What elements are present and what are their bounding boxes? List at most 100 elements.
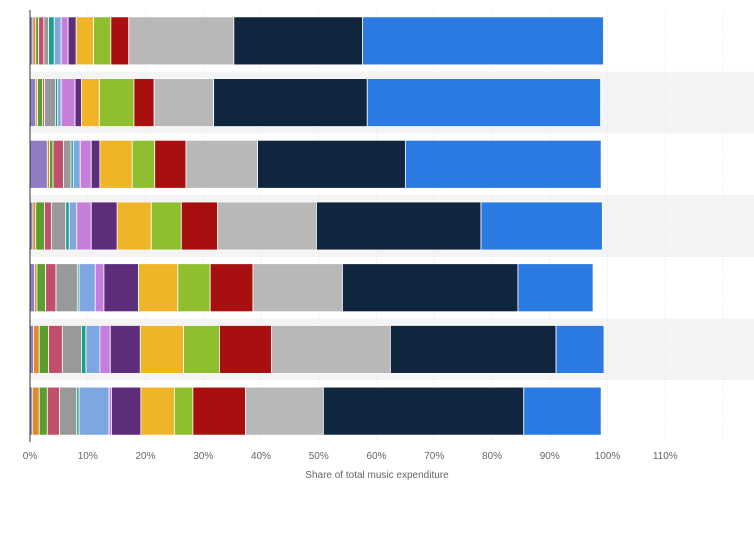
bar-segment[interactable]: [257, 139, 406, 189]
bar-segment[interactable]: [60, 16, 69, 66]
bar-segment[interactable]: [48, 325, 63, 374]
bar-segment[interactable]: [74, 78, 82, 127]
bar-segment[interactable]: [139, 325, 185, 374]
bar-segment[interactable]: [45, 263, 57, 313]
bar-segment[interactable]: [366, 78, 601, 127]
bar-segment[interactable]: [131, 139, 156, 189]
bar-segment[interactable]: [150, 201, 182, 251]
bar-segment[interactable]: [316, 201, 482, 251]
bar-segment[interactable]: [29, 263, 36, 313]
bar-segment[interactable]: [109, 325, 141, 374]
bar-segment[interactable]: [233, 16, 364, 66]
bar-segment[interactable]: [49, 139, 54, 189]
bar-segment[interactable]: [177, 263, 211, 313]
bar-segment[interactable]: [59, 386, 78, 436]
bar-segment[interactable]: [404, 139, 602, 189]
bar-segment[interactable]: [29, 78, 37, 127]
bar-segment[interactable]: [80, 325, 87, 374]
bar-segment[interactable]: [133, 78, 155, 127]
bar-segment[interactable]: [219, 325, 272, 374]
bar-segment[interactable]: [38, 325, 49, 374]
bar-segment[interactable]: [31, 386, 40, 436]
bar-segment[interactable]: [32, 201, 37, 251]
bar-segment[interactable]: [90, 201, 118, 251]
bar-segment[interactable]: [85, 325, 101, 374]
bar-segment[interactable]: [209, 263, 254, 313]
bar-segment[interactable]: [389, 325, 557, 374]
bar-segment[interactable]: [154, 139, 187, 189]
bar-segment[interactable]: [63, 139, 72, 189]
bar-segment[interactable]: [140, 386, 175, 436]
bar-segment[interactable]: [185, 139, 258, 189]
bar-segment[interactable]: [173, 386, 194, 436]
bar-segment[interactable]: [103, 263, 139, 313]
bar-segment[interactable]: [111, 386, 142, 436]
bar-segment[interactable]: [43, 16, 49, 66]
bar-segment[interactable]: [29, 139, 48, 189]
bar-segment[interactable]: [68, 201, 78, 251]
bar-segment[interactable]: [153, 78, 215, 127]
x-tick-label: 100%: [595, 451, 621, 462]
bar-segment[interactable]: [57, 78, 62, 127]
bar-segment[interactable]: [38, 386, 48, 436]
bar-segment[interactable]: [76, 201, 92, 251]
bar-segment[interactable]: [75, 16, 94, 66]
bar-segment[interactable]: [60, 78, 76, 127]
bar-segment[interactable]: [90, 139, 101, 189]
bar-segment[interactable]: [37, 78, 44, 127]
x-tick-label: 90%: [540, 451, 560, 462]
bar-segment[interactable]: [116, 201, 152, 251]
bar-segment[interactable]: [32, 16, 37, 66]
bar-segment[interactable]: [270, 325, 391, 374]
bar-segment[interactable]: [67, 16, 77, 66]
bar-segment[interactable]: [35, 16, 40, 66]
x-tick-labels: 0% 10% 20% 30% 40% 50% 60% 70% 80% 90% 100% 110%: [23, 451, 678, 462]
bar-segment[interactable]: [94, 263, 105, 313]
bar-segment[interactable]: [183, 325, 220, 374]
bar-segment[interactable]: [322, 386, 525, 436]
x-tick-label: 20%: [135, 451, 155, 462]
bar-segment[interactable]: [61, 325, 82, 374]
bar-segment[interactable]: [79, 139, 92, 189]
bar-segment[interactable]: [517, 263, 594, 313]
bar-segment[interactable]: [245, 386, 324, 436]
bar-segment[interactable]: [110, 16, 130, 66]
bar-segment[interactable]: [480, 201, 603, 251]
bar-segment[interactable]: [523, 386, 602, 436]
bar-segment[interactable]: [52, 139, 64, 189]
x-tick-label: 60%: [366, 451, 386, 462]
bar-segment[interactable]: [36, 263, 46, 313]
bar-segment[interactable]: [78, 386, 110, 436]
bar-segment[interactable]: [99, 139, 133, 189]
bar-segment[interactable]: [362, 16, 604, 66]
bar-segment[interactable]: [80, 78, 100, 127]
bar-segment[interactable]: [48, 16, 55, 66]
x-tick-label: 110%: [653, 451, 678, 462]
bar-segment[interactable]: [35, 201, 45, 251]
bar-segment[interactable]: [53, 16, 62, 66]
bar-segment[interactable]: [44, 78, 56, 127]
bar-segment[interactable]: [55, 263, 78, 313]
bar-segment[interactable]: [213, 78, 368, 127]
bar-segment[interactable]: [29, 325, 34, 374]
x-tick-label: 0%: [23, 451, 38, 462]
bar-segment[interactable]: [555, 325, 605, 374]
bar-segment[interactable]: [65, 201, 70, 251]
bar-segment[interactable]: [33, 325, 40, 374]
bar-segment[interactable]: [342, 263, 519, 313]
bar-segment[interactable]: [44, 201, 52, 251]
bar-segment[interactable]: [138, 263, 179, 313]
bar-segment[interactable]: [93, 16, 112, 66]
bar-segment[interactable]: [252, 263, 343, 313]
bar-segment[interactable]: [78, 263, 96, 313]
bar-segment[interactable]: [50, 201, 67, 251]
bar-segment[interactable]: [99, 325, 111, 374]
bar-segment[interactable]: [98, 78, 135, 127]
bar-segment[interactable]: [217, 201, 317, 251]
bar-segment[interactable]: [38, 16, 45, 66]
bar-segment[interactable]: [192, 386, 246, 436]
bar-segment[interactable]: [180, 201, 219, 251]
bar-segment[interactable]: [72, 139, 81, 189]
bar-segment[interactable]: [46, 386, 60, 436]
bar-segment[interactable]: [128, 16, 235, 66]
